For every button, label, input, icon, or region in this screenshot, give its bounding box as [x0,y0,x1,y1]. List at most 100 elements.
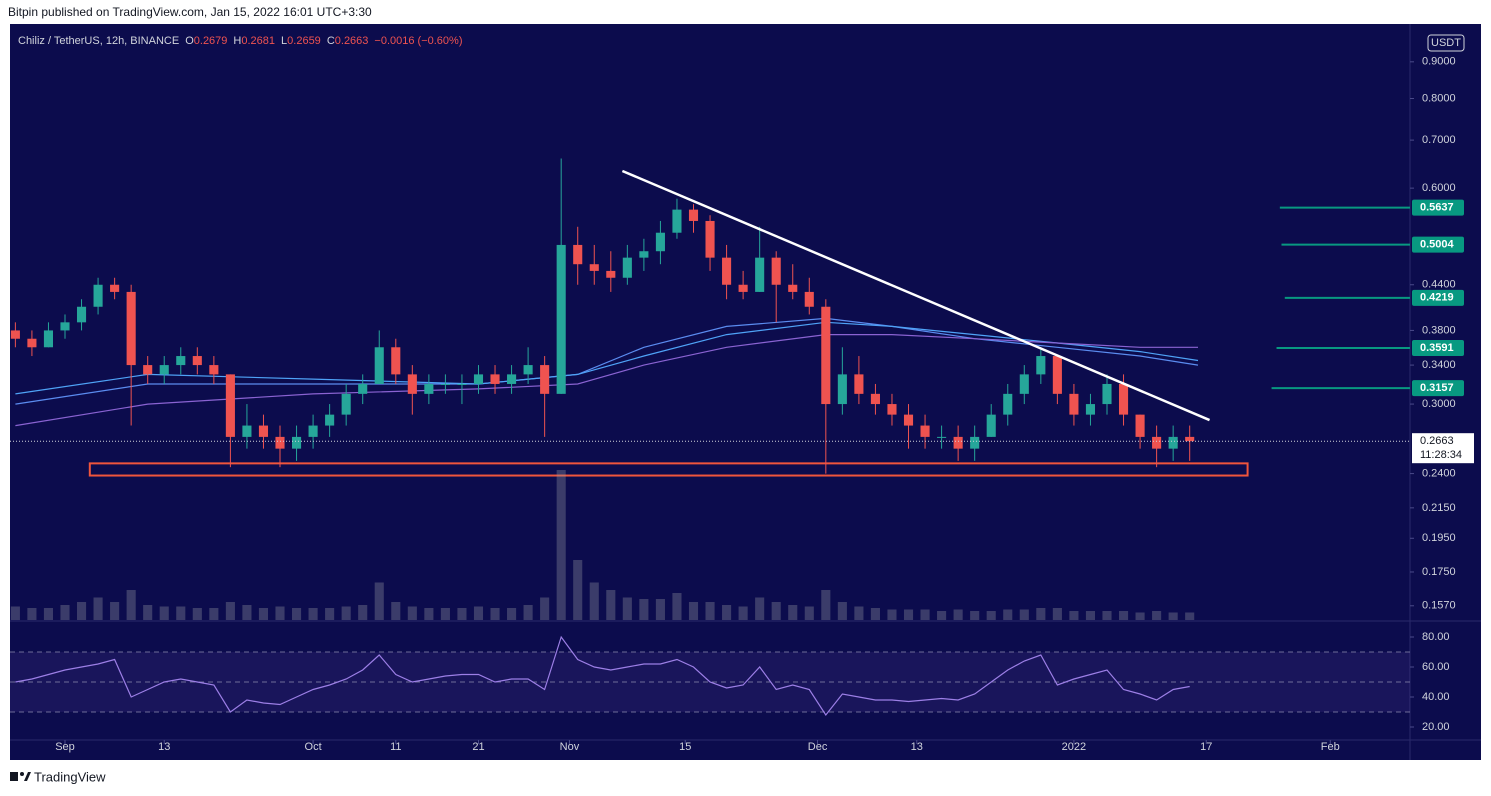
candle-body [1168,436,1178,449]
candle-body [837,374,847,405]
volume-bar [953,609,963,620]
volume-bar [1168,612,1178,620]
candle-body [374,347,384,384]
x-tick-label: Oct [305,741,322,753]
candle-body [870,393,880,405]
candle-body [1052,356,1062,394]
level-box [1412,380,1464,397]
level-box [1412,289,1464,306]
volume-bar [374,582,384,620]
candle-body [43,330,54,348]
volume-bar [209,608,219,620]
footer-brand: TradingView [34,769,106,784]
y-tick-label: 0.2400 [1422,467,1456,479]
candle-body [920,425,930,437]
candle-body [93,284,103,307]
y-tick-label: 0.1750 [1422,566,1456,578]
volume-bar [688,602,699,620]
candle-body [60,322,70,331]
candle-body [507,374,517,384]
ohlc-label: C [327,35,335,47]
ohlc-label: O [185,35,194,47]
volume-bar [937,611,947,620]
level-box [1412,340,1464,357]
volume-bar [1118,611,1129,620]
ohlc-label: H [233,35,241,47]
y-tick-label: 0.9000 [1422,56,1456,68]
volume-bar [672,593,682,620]
candle-body [308,425,318,437]
rsi-line [15,635,1190,717]
volume-bar [1003,609,1013,620]
currency: USDT [1431,37,1461,49]
candle-body [424,383,434,394]
volume-bar [738,606,748,620]
x-tick-label: Sep [55,741,75,753]
volume-bar [804,606,814,620]
candle-body [1185,436,1195,442]
ohlc-value: 0.2679 [194,35,228,47]
last-price-label: 0.2663 [1420,435,1454,447]
candle-body [440,383,450,385]
candle-body [358,383,368,394]
rsi-tick-label: 80.00 [1422,631,1450,643]
volume-bar [275,606,285,620]
moving-average [15,334,1198,427]
candle-body [292,436,302,449]
volume-bar [308,608,318,620]
volume-bar [1135,612,1145,620]
volume-bar [10,606,20,620]
candle-body [143,365,153,375]
candle-body [391,347,401,375]
volume-bar [1152,611,1162,620]
x-tick-label: 2022 [1062,741,1086,753]
volume-bar [176,606,186,620]
volume-bar [639,599,649,620]
candle-body [523,365,533,375]
volume-bar [622,597,632,620]
y-tick-label: 0.1950 [1422,532,1456,544]
candle-body [192,356,202,366]
candle-body [540,365,550,394]
volume-bar [258,608,269,620]
y-tick-label: 0.3400 [1422,359,1456,371]
x-tick-label: Dec [808,741,828,753]
candle-body [1118,383,1129,415]
x-tick-label: 13 [911,741,923,753]
candle-body [275,436,285,449]
candle-body [1152,436,1162,449]
candle-body [1003,393,1013,415]
symbol-line: Chiliz / TetherUS, 12h, BINANCE O0.2679 H0… [18,35,463,47]
candle-body [655,232,665,252]
volume-bar [606,590,616,620]
candle-body [771,257,781,285]
candle-body [473,374,484,384]
volume-bar [1019,609,1029,620]
candle-body [110,284,120,292]
volume-bar [1036,608,1046,620]
candle-body [804,291,814,307]
candle-body [887,404,897,415]
candle-body [705,220,715,258]
x-tick-label: Feb [1321,741,1340,753]
volume-bar [457,608,467,620]
y-tick-label: 0.2150 [1422,502,1456,514]
rsi-tick-label: 60.00 [1422,661,1450,673]
level-label: 0.5637 [1420,201,1454,213]
level-label: 0.5004 [1420,239,1455,251]
y-tick-label: 0.4400 [1422,279,1456,291]
candle-body [953,436,963,449]
symbol: Chiliz / TetherUS, 12h, BINANCE [18,35,179,47]
volume-bar [540,597,550,620]
volume-bar [1102,611,1112,620]
candle-body [209,365,219,375]
candle-body [854,374,864,394]
candle-body [903,414,914,426]
volume-bar [358,605,368,620]
candle-body [341,393,351,415]
ohlc-label: L [281,35,287,47]
volume-bar [705,602,715,620]
candle-body [639,251,649,258]
candle-body [10,330,20,339]
